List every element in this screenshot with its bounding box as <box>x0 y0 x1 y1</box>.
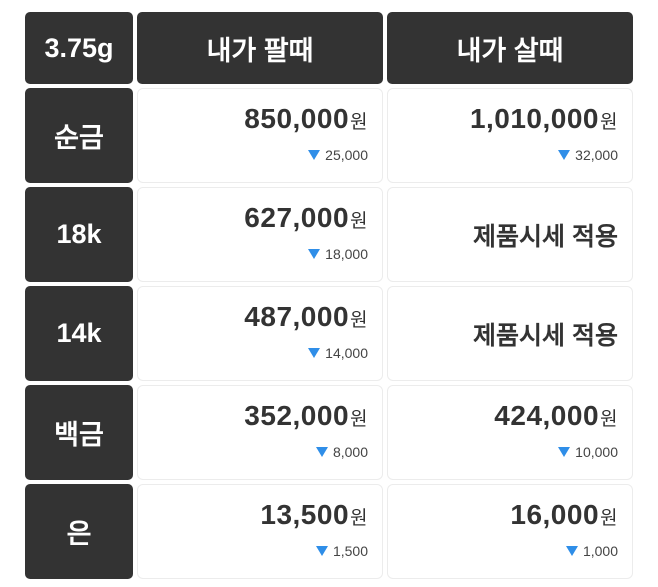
price-change: 1,000 <box>565 543 618 559</box>
change-amount: 32,000 <box>575 147 618 163</box>
down-triangle-icon <box>308 249 321 259</box>
price-value: 850,000원 <box>244 103 368 135</box>
currency-unit: 원 <box>350 211 368 232</box>
price-value: 1,010,000원 <box>470 103 618 135</box>
price-amount: 13,500 <box>260 499 350 530</box>
row-label: 14k <box>25 286 133 381</box>
price-change: 1,500 <box>315 543 368 559</box>
price-change: 10,000 <box>558 444 618 460</box>
row-label: 은 <box>25 484 133 579</box>
buy-price-cell: 1,010,000원 32,000 <box>387 88 633 183</box>
down-triangle-icon <box>565 546 578 556</box>
currency-unit: 원 <box>350 310 368 331</box>
change-amount: 14,000 <box>325 345 368 361</box>
currency-unit: 원 <box>600 112 618 133</box>
currency-unit: 원 <box>350 409 368 430</box>
product-price-note: 제품시세 적용 <box>473 222 618 251</box>
currency-unit: 원 <box>600 508 618 529</box>
price-value: 16,000원 <box>510 499 618 531</box>
price-value: 627,000원 <box>244 202 368 234</box>
buy-price-cell: 424,000원 10,000 <box>387 385 633 480</box>
price-change: 18,000 <box>308 246 368 262</box>
sell-price-cell: 13,500원 1,500 <box>137 484 383 579</box>
sell-price-cell: 850,000원 25,000 <box>137 88 383 183</box>
price-amount: 1,010,000 <box>469 103 600 134</box>
gold-price-table: 3.75g 내가 팔때 내가 살때 순금 850,000원 25,000 1,010… <box>25 12 633 579</box>
sell-price-cell: 627,000원 18,000 <box>137 187 383 282</box>
price-amount: 352,000 <box>244 400 350 431</box>
down-triangle-icon <box>558 150 571 160</box>
sell-price-cell: 352,000원 8,000 <box>137 385 383 480</box>
price-value: 352,000원 <box>244 400 368 432</box>
price-value: 13,500원 <box>260 499 368 531</box>
price-change: 14,000 <box>308 345 368 361</box>
buy-price-cell: 제품시세 적용 <box>387 187 633 282</box>
price-amount: 16,000 <box>510 499 600 530</box>
change-amount: 1,500 <box>332 543 368 559</box>
price-amount: 850,000 <box>244 103 350 134</box>
price-amount: 424,000 <box>494 400 600 431</box>
row-label: 순금 <box>25 88 133 183</box>
price-change: 32,000 <box>558 147 618 163</box>
down-triangle-icon <box>308 150 321 160</box>
currency-unit: 원 <box>350 112 368 133</box>
change-amount: 10,000 <box>575 444 618 460</box>
down-triangle-icon <box>315 447 328 457</box>
sell-header: 내가 팔때 <box>137 12 383 84</box>
row-label: 18k <box>25 187 133 282</box>
price-amount: 487,000 <box>244 301 350 332</box>
price-amount: 627,000 <box>244 202 350 233</box>
sell-price-cell: 487,000원 14,000 <box>137 286 383 381</box>
currency-unit: 원 <box>600 409 618 430</box>
buy-header: 내가 살때 <box>387 12 633 84</box>
unit-header: 3.75g <box>25 12 133 84</box>
price-change: 25,000 <box>308 147 368 163</box>
buy-price-cell: 제품시세 적용 <box>387 286 633 381</box>
price-value: 487,000원 <box>244 301 368 333</box>
down-triangle-icon <box>558 447 571 457</box>
price-change: 8,000 <box>315 444 368 460</box>
row-label: 백금 <box>25 385 133 480</box>
buy-price-cell: 16,000원 1,000 <box>387 484 633 579</box>
down-triangle-icon <box>315 546 328 556</box>
change-amount: 25,000 <box>325 147 368 163</box>
currency-unit: 원 <box>350 508 368 529</box>
down-triangle-icon <box>308 348 321 358</box>
product-price-note: 제품시세 적용 <box>473 321 618 350</box>
price-value: 424,000원 <box>494 400 618 432</box>
change-amount: 18,000 <box>325 246 368 262</box>
change-amount: 8,000 <box>332 444 368 460</box>
change-amount: 1,000 <box>582 543 618 559</box>
